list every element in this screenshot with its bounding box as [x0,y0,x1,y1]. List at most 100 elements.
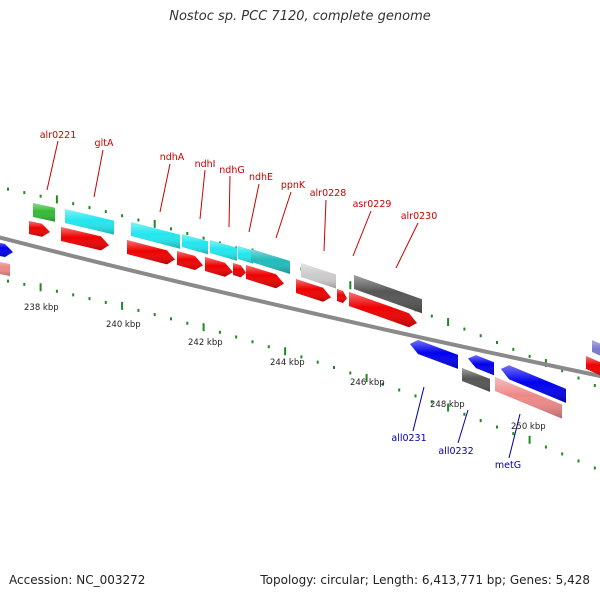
gene-box-left-edge[interactable] [0,260,10,276]
gene-label-all0231: all0231 [391,433,426,444]
gene-label-alr0228: alr0228 [310,188,347,199]
gene-label-all0232: all0232 [438,446,473,457]
tick-mark [88,297,91,301]
tick-mark [430,314,433,318]
cds-right-edge[interactable] [586,356,600,377]
tick-mark [333,365,335,369]
gene-box-gltA[interactable] [65,209,114,235]
gene-label-metG: metG [495,460,521,471]
tick-mark [447,403,450,412]
tick-mark [479,419,482,423]
gene-box-alr0221[interactable] [33,203,55,222]
gene-label-alr0230: alr0230 [401,211,438,222]
cds-left-edge[interactable] [0,241,13,257]
tick-mark [430,400,433,404]
gene-label-alr0221: alr0221 [40,130,77,141]
leader-line [248,183,260,233]
tick-mark [300,355,303,359]
tick-mark [577,459,580,463]
gene-box-alr0230[interactable] [354,275,422,314]
tick-mark [170,317,172,321]
gene-label-ppnK: ppnK [281,180,306,191]
tick-mark [398,388,401,392]
tick-mark [593,383,596,387]
tick-mark [137,218,140,222]
gene-box-metG[interactable] [495,377,562,419]
tick-mark [23,282,26,286]
tick-mark [593,466,596,470]
leader-line [228,175,231,228]
gene-label-ndhI: ndhI [195,159,216,170]
gene-box-ppnK[interactable] [251,249,290,274]
tick-marks-reverse [7,279,596,470]
tick-mark [202,236,205,240]
tick-mark [39,194,42,198]
leader-line [323,199,327,252]
leader-line [395,222,419,269]
gene-box-ndhI[interactable] [182,234,208,255]
gene-label-asr0229: asr0229 [353,199,392,210]
cds-gltA[interactable] [61,227,109,251]
cds-alr0230[interactable] [349,292,417,328]
leader-line [275,191,292,239]
tick-mark [267,345,270,349]
tick-mark [496,340,498,344]
leader-line [199,169,206,220]
tick-mark [479,334,482,338]
tick-mark [153,219,156,228]
tick-mark [55,195,58,204]
leader-line [93,149,104,198]
ruler-label: 244 kbp [270,358,305,368]
tick-mark [577,376,580,380]
gene-box-all0232[interactable] [462,368,490,392]
tick-mark [349,281,352,290]
tick-mark [463,412,466,416]
cds-all0231[interactable] [410,340,458,369]
tick-mark [561,369,564,373]
tick-mark [121,301,124,310]
ruler-layer: 238 kbp 240 kbp 242 kbp 244 kbp 246 kbp 248 k… [24,303,546,432]
gene-label-ndhG: ndhG [219,165,244,176]
tick-mark [414,394,417,398]
cds-ndhE[interactable] [233,263,246,278]
cds-alr0228[interactable] [296,279,331,302]
leader-line [46,140,59,191]
leader-line [159,163,171,213]
tick-mark [72,202,75,206]
tick-mark [284,347,287,356]
cds-metG[interactable] [501,365,566,403]
leader-line [352,210,372,257]
tick-mark [447,318,450,327]
summary-text: Topology: circular; Length: 6,413,771 bp… [260,573,590,587]
tick-mark [7,187,9,191]
cds-all0232[interactable] [468,355,494,376]
cds-ppnK[interactable] [246,265,284,289]
gene-box-ndhG[interactable] [210,240,237,261]
features-layer [0,203,600,419]
gene-box-ndhE[interactable] [238,246,253,264]
cds-alr0221[interactable] [29,221,50,237]
cds-ndhG[interactable] [205,257,233,277]
cds-asr0229[interactable] [337,289,347,303]
map-title: Nostoc sp. PCC 7120, complete genome [169,9,431,24]
leader-line [412,386,425,432]
cds-ndhA[interactable] [127,240,175,265]
gene-label-ndhE: ndhE [249,172,273,183]
tick-mark [7,279,9,283]
tick-mark [23,191,26,195]
gene-box-ndhA[interactable] [131,222,180,249]
gene-box-right-edge[interactable] [592,340,600,361]
cds-ndhI[interactable] [177,251,203,270]
gene-box-alr0228[interactable] [301,263,336,289]
ruler-label: 242 kbp [188,338,223,348]
tick-mark [349,371,352,375]
tick-mark [137,308,140,312]
tick-mark [104,300,107,304]
leader-line [457,409,469,444]
genome-backbone [0,235,600,378]
tick-mark [39,283,42,292]
tick-mark [365,374,368,383]
tick-mark [218,330,221,334]
gene-label-ndhA: ndhA [160,152,185,163]
